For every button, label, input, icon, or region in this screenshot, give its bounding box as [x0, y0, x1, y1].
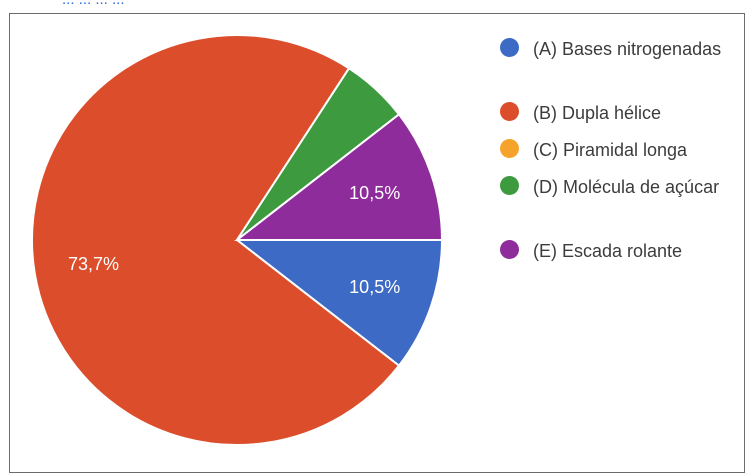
pie-slice-label-b: 73,7% — [68, 254, 119, 274]
legend-item-e: (E) Escada rolante — [500, 237, 743, 265]
pie-slice-e — [234, 112, 444, 241]
pie-slice-labels: 10,5% 73,7% 10,5% — [68, 183, 400, 297]
legend-item-a: (A) Bases nitrogenadas — [500, 35, 743, 63]
pie-slice-a — [234, 239, 444, 368]
pie-slice-label-e: 10,5% — [349, 183, 400, 203]
legend-item-d: (D) Molécula de açúcar — [500, 173, 743, 201]
legend-item-b: (B) Dupla hélice — [500, 99, 743, 127]
cropped-question-text: ... ... ... ... — [62, 0, 125, 8]
pie-slices — [31, 34, 444, 446]
legend-label-d: (D) Molécula de açúcar — [533, 177, 720, 197]
legend-swatch-d — [500, 176, 519, 195]
legend-swatch-a — [500, 38, 519, 57]
legend-label-c: (C) Piramidal longa — [533, 140, 688, 160]
legend-swatch-e — [500, 240, 519, 259]
legend-swatch-c — [500, 139, 519, 158]
legend-label-b: (B) Dupla hélice — [533, 103, 662, 123]
legend-label-e: (E) Escada rolante — [533, 241, 683, 261]
pie-chart: 10,5% 73,7% 10,5% — [31, 34, 444, 446]
legend-swatch-b — [500, 102, 519, 121]
pie-slice-label-a: 10,5% — [349, 277, 400, 297]
pie-slice-b — [31, 34, 401, 446]
legend-label-a: (A) Bases nitrogenadas — [533, 39, 722, 59]
legend-item-c: (C) Piramidal longa — [500, 136, 743, 164]
